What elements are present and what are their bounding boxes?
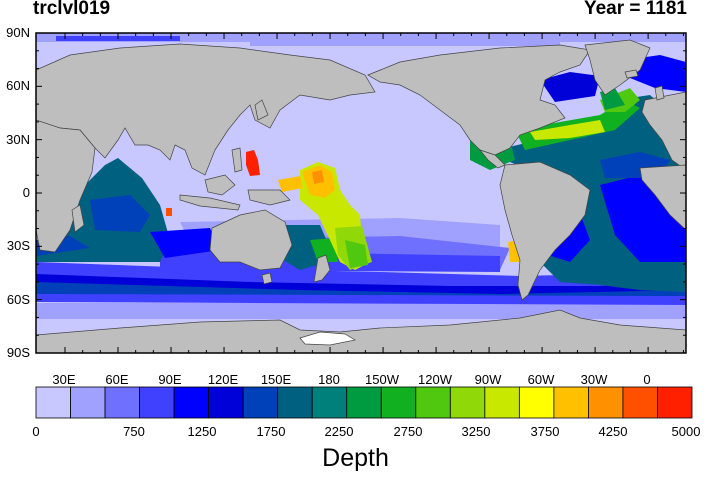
pacific-plume-green-2	[345, 240, 368, 268]
colorbar-swatch	[277, 386, 313, 419]
labrador-sea	[540, 72, 600, 102]
pacific-red-spot	[246, 150, 260, 176]
colorbar-label-4250: 4250	[598, 424, 628, 439]
colorbar-swatch	[139, 386, 175, 419]
europe	[641, 91, 686, 171]
lat-label-90s: 90S	[6, 345, 30, 360]
lon-label-30e: 30E	[52, 372, 76, 387]
colorbar-label-1750: 1750	[256, 424, 286, 439]
australia	[209, 209, 293, 271]
ross-ice-shelf	[299, 331, 356, 346]
lon-label-90w: 90W	[474, 372, 502, 387]
colorbar-swatch	[311, 386, 348, 419]
japan	[254, 99, 269, 121]
borneo	[204, 174, 236, 196]
colorbar-label-750: 750	[123, 424, 145, 439]
tasman-green	[310, 238, 338, 262]
lat-label-60n: 60N	[6, 78, 30, 93]
central-america	[478, 149, 506, 169]
indian-ocean-east	[150, 228, 220, 258]
lat-label-30s: 30S	[6, 238, 30, 253]
land-masses	[36, 39, 686, 353]
lon-label-180: 180	[318, 372, 340, 387]
colorbar-swatch	[208, 386, 244, 419]
colorbar-label-2250: 2250	[324, 424, 354, 439]
lat-label-eq: 0	[22, 185, 30, 200]
map-area	[36, 33, 686, 353]
colorbar-swatch	[35, 386, 71, 419]
gulf-stream-yellow	[530, 120, 605, 140]
colorbar-label-3750: 3750	[530, 424, 560, 439]
arctic-basin	[250, 38, 560, 46]
lon-label-60w: 60W	[527, 372, 555, 387]
north-america	[367, 44, 591, 156]
colorbar-swatch	[553, 386, 589, 419]
variable-title: trclvl019	[33, 0, 111, 19]
lon-label-60e: 60E	[105, 372, 129, 387]
lon-label-120e: 120E	[207, 372, 239, 387]
lon-ticks	[64, 33, 684, 353]
new-zealand	[313, 254, 331, 283]
iceland	[624, 69, 639, 79]
lon-label-90e: 90E	[158, 372, 182, 387]
south-america	[499, 161, 591, 301]
colorbar-swatch	[104, 386, 140, 419]
tasmania	[261, 272, 273, 285]
indian-ocean-patch	[90, 195, 150, 232]
lat-label-30n: 30N	[6, 132, 30, 147]
lon-label-120w: 120W	[418, 372, 452, 387]
colorbar-label-2750: 2750	[393, 424, 423, 439]
colorbar-title: Depth	[322, 444, 389, 472]
colorbar-swatch	[346, 386, 382, 419]
new-guinea	[247, 189, 291, 206]
colorbar-swatch	[173, 386, 210, 419]
british-isles	[654, 85, 665, 101]
year-title: Year = 1181	[583, 0, 687, 19]
colorbar-label-0: 0	[32, 424, 40, 439]
pacific-plume-core	[312, 170, 324, 184]
colorbar-label-1250: 1250	[187, 424, 217, 439]
colorbar-swatch	[588, 386, 624, 419]
lon-label-150w: 150W	[365, 372, 399, 387]
southern-ocean-band-1	[36, 303, 686, 319]
antarctica	[36, 309, 686, 353]
lon-label-0: 0	[643, 372, 651, 387]
colorbar-swatch	[415, 386, 451, 419]
colorbar-swatch	[380, 386, 417, 419]
colorbar-swatch	[449, 386, 486, 419]
southern-ocean-band-4	[36, 282, 686, 296]
colorbar	[35, 386, 693, 419]
philippines	[231, 147, 243, 173]
colorbar-label-5000: 5000	[671, 424, 701, 439]
lon-label-30w: 30W	[580, 372, 608, 387]
africa-east	[36, 119, 96, 253]
africa-west	[639, 164, 686, 231]
colorbar-swatch	[70, 386, 106, 419]
lon-label-150e: 150E	[260, 372, 292, 387]
madagascar	[71, 204, 85, 233]
pacific-plume-west	[278, 176, 303, 192]
greenland	[584, 39, 651, 96]
colorbar-swatch	[622, 386, 658, 419]
colorbar-swatch	[242, 386, 279, 419]
colorbar-label-3250: 3250	[461, 424, 491, 439]
lat-label-90n: 90N	[6, 25, 30, 40]
colorbar-swatch	[518, 386, 555, 419]
colorbar-swatch	[657, 386, 693, 419]
lat-ticks	[36, 32, 686, 354]
colorbar-swatch	[484, 386, 520, 419]
indonesia	[179, 194, 241, 211]
lat-label-60s: 60S	[6, 292, 30, 307]
eurasia	[36, 43, 376, 176]
indian-red-spot	[166, 208, 172, 216]
